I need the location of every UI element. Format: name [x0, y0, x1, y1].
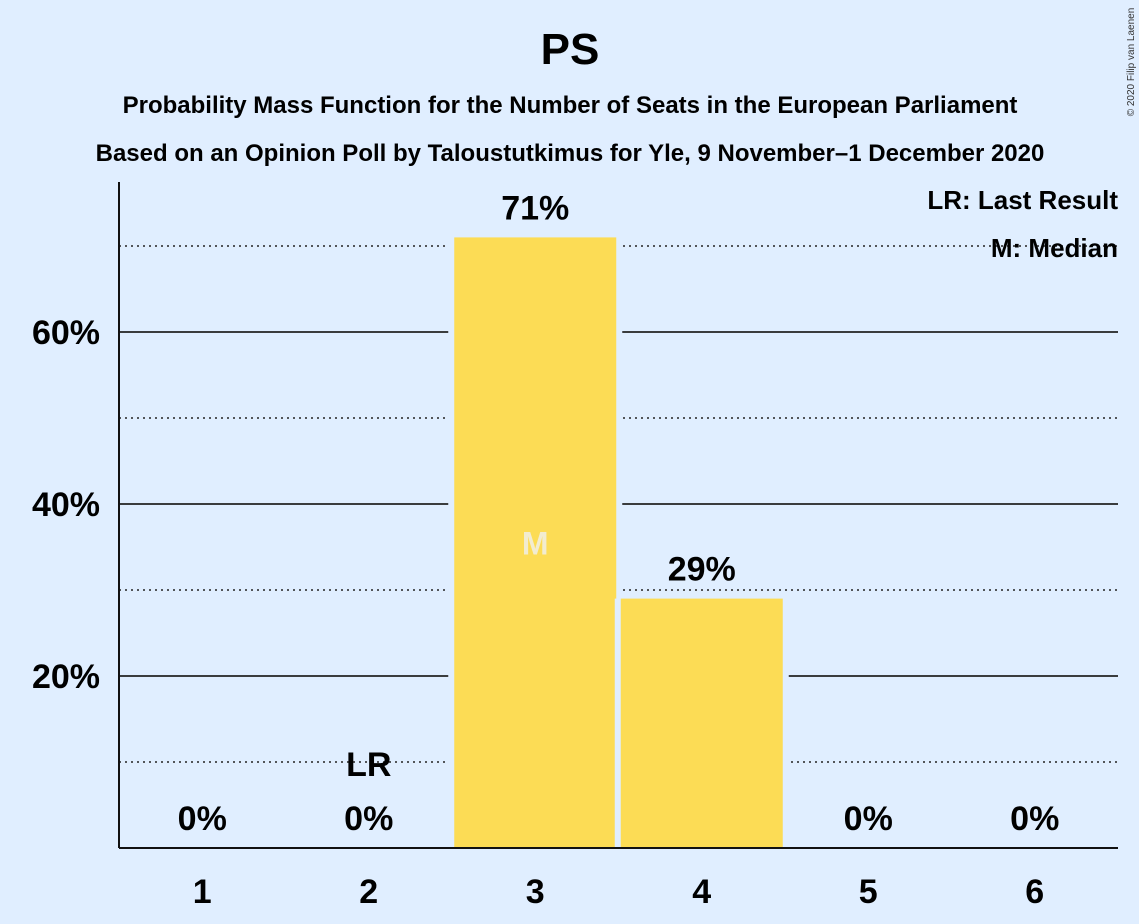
value-label: 0% [844, 800, 893, 838]
legend-last-result: LR: Last Result [927, 185, 1118, 215]
x-tick-label: 5 [859, 873, 878, 911]
axes: 1 2 3 4 5 6 [118, 182, 1118, 911]
value-label: 0% [178, 800, 227, 838]
bar-seats-3 [454, 237, 617, 848]
x-tick-label: 6 [1025, 873, 1044, 911]
y-tick-label: 20% [32, 658, 100, 696]
x-tick-label: 1 [193, 873, 212, 911]
median-marker: M [522, 526, 549, 562]
copyright-notice: © 2020 Filip van Laenen [1126, 8, 1137, 117]
last-result-marker: LR [346, 746, 391, 784]
chart-title: PS [541, 25, 600, 74]
legend-median: M: Median [991, 233, 1118, 263]
x-tick-label: 2 [359, 873, 378, 911]
x-tick-label: 3 [526, 873, 545, 911]
chart-subtitle-line-2: Based on an Opinion Poll by Taloustutkim… [96, 140, 1045, 167]
value-label: 71% [501, 189, 569, 227]
value-label: 0% [344, 800, 393, 838]
x-tick-label: 4 [692, 873, 711, 911]
bars [448, 237, 789, 848]
bar-seats-4 [620, 598, 783, 848]
y-tick-label: 40% [32, 486, 100, 524]
value-label: 0% [1010, 800, 1059, 838]
y-tick-label: 60% [32, 314, 100, 352]
data-labels: 0% 0% LR 71% M 29% 0% 0% [178, 189, 1060, 838]
chart-subtitle-line-1: Probability Mass Function for the Number… [123, 92, 1018, 119]
value-label: 29% [668, 551, 736, 589]
